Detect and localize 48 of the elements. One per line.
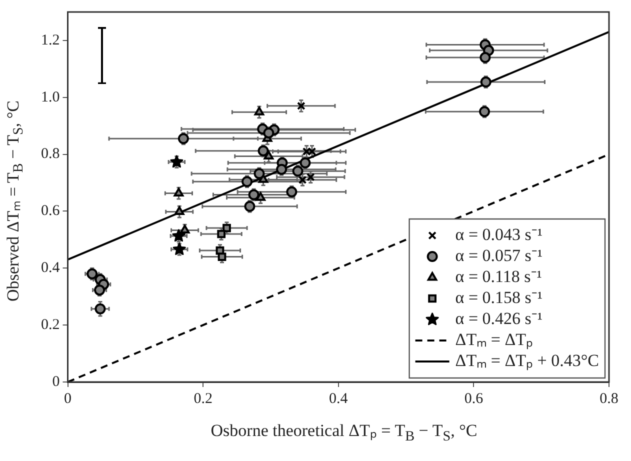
point	[248, 189, 260, 200]
point	[480, 76, 492, 88]
point	[306, 172, 315, 182]
y-tick-label: 0.4	[41, 260, 60, 276]
point	[254, 106, 264, 116]
y-tick-label: 0.6	[41, 203, 60, 220]
x-tick-label: 0	[64, 390, 72, 407]
y-tick-label: 0.2	[41, 317, 60, 334]
point	[258, 145, 269, 156]
point	[276, 164, 288, 175]
x-tick-label: 0.2	[194, 390, 212, 407]
point	[292, 166, 304, 177]
x-tick-label: 0.8	[600, 390, 618, 407]
point	[296, 102, 306, 110]
point	[94, 284, 106, 296]
point	[300, 157, 311, 168]
point	[218, 252, 226, 261]
x-axis-title: Osborne theoretical ΔTₚ = T$_{B}$ − T$_{S}$, °C	[210, 420, 478, 446]
point	[244, 200, 256, 212]
point	[264, 150, 274, 160]
point	[94, 303, 106, 314]
legend-label: α = 0.118 s⁻¹	[455, 266, 542, 286]
point	[178, 133, 189, 144]
point	[479, 106, 490, 118]
y-tick-label: 0	[52, 374, 60, 390]
y-tick-label: 0.8	[41, 146, 60, 162]
point	[170, 155, 184, 168]
y-tick-label: 1.2	[41, 32, 60, 48]
point	[174, 206, 184, 216]
point	[242, 176, 253, 188]
point	[222, 224, 231, 232]
y-tick-label: 1.0	[41, 89, 60, 106]
point	[480, 52, 491, 64]
point	[263, 127, 274, 138]
legend-label: α = 0.057 s⁻¹	[455, 246, 543, 265]
x-tick-label: 0.4	[329, 390, 348, 407]
legend-label: α = 0.043 s⁻¹	[455, 224, 543, 244]
point	[298, 176, 307, 184]
point	[217, 230, 226, 238]
x-tick-label: 0.6	[464, 390, 484, 407]
legend-label: ΔTₘ = ΔTₚ + 0.43°C	[455, 350, 600, 371]
legend-label: α = 0.426 s⁻¹	[455, 308, 543, 328]
point	[256, 192, 266, 201]
legend-label: ΔTₘ = ΔTₚ	[455, 330, 534, 350]
point	[174, 188, 184, 197]
point	[254, 168, 265, 180]
point	[286, 186, 298, 198]
legend-label: α = 0.158 s⁻¹	[455, 288, 543, 307]
